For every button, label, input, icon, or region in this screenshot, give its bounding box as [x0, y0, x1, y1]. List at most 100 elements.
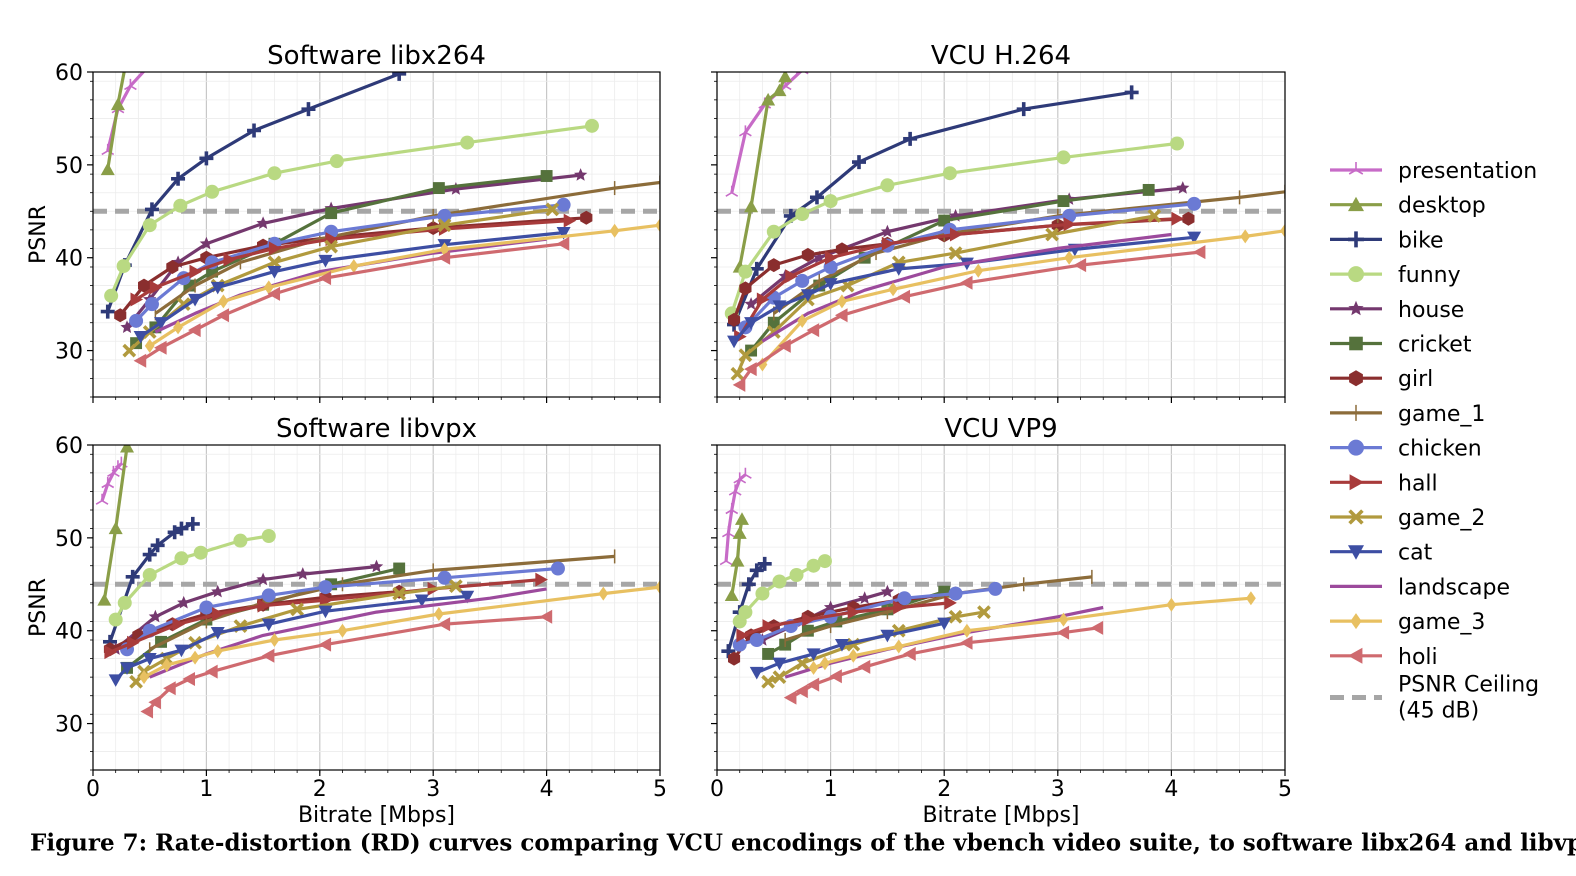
data-point-funny: [584, 118, 599, 133]
y-tick-label: 40: [55, 247, 83, 272]
data-point-hall: [563, 213, 577, 228]
y-tick-label: 30: [55, 713, 83, 738]
chart-panel-3: 0 1 2 3 4 5 30 40 50 60 Software libvpx PSNR Bitrate…: [26, 414, 667, 828]
data-point-hall: [736, 628, 749, 643]
series-cat: [108, 590, 475, 687]
series-line-game_3: [148, 223, 660, 348]
data-point-funny: [267, 166, 282, 181]
data-point-house: [369, 559, 384, 573]
data-point-presentation: [124, 78, 137, 91]
series-bike: [727, 85, 1139, 332]
x-tick-label: 4: [1164, 777, 1178, 802]
legend-label: house: [1398, 298, 1464, 323]
x-tick-label: 1: [199, 777, 213, 802]
data-point-bike: [809, 190, 824, 205]
data-point-cat: [772, 657, 787, 671]
legend-marker-bike: [1348, 231, 1364, 248]
data-point-game_3: [263, 280, 274, 295]
x-tick-label: 2: [937, 777, 951, 802]
series-presentation: [725, 72, 809, 197]
figure-caption: Figure 7: Rate-distortion (RD) curves co…: [30, 828, 1576, 857]
data-point-hall: [756, 292, 770, 307]
data-point-funny: [942, 166, 957, 181]
data-point-cricket: [762, 647, 775, 660]
legend-label: PSNR Ceiling: [1398, 673, 1539, 698]
series-line-presentation: [724, 473, 747, 562]
data-point-funny: [1170, 136, 1185, 151]
data-point-holi: [1090, 620, 1104, 635]
data-point-holi: [318, 637, 332, 652]
data-point-bike: [247, 123, 262, 138]
data-point-bike: [903, 131, 918, 146]
data-point-cat: [823, 278, 838, 291]
x-tick-label: 5: [653, 777, 667, 802]
data-point-presentation: [719, 554, 733, 566]
legend-label: game_1: [1398, 402, 1485, 427]
x-tick-label: 1: [824, 777, 838, 802]
data-point-game_3: [1058, 612, 1069, 627]
legend-label: (45 dB): [1398, 699, 1479, 724]
data-point-game_3: [888, 282, 898, 297]
legend-item-girl: girl: [1330, 367, 1433, 392]
data-point-cricket: [1057, 195, 1070, 208]
data-point-hall: [802, 612, 815, 627]
data-point-desktop: [761, 92, 776, 106]
data-point-girl: [580, 210, 593, 225]
legend-marker-game_2: [1348, 509, 1364, 525]
data-point-funny: [173, 198, 188, 213]
data-point-chicken: [732, 637, 747, 652]
data-point-presentation: [95, 493, 109, 505]
data-point-chicken: [261, 588, 276, 603]
data-point-game_3: [139, 670, 149, 685]
legend-marker-chicken: [1348, 439, 1364, 456]
x-tick-label: 3: [426, 777, 440, 802]
data-point-desktop: [778, 72, 793, 83]
data-point-hall: [1171, 211, 1185, 226]
series-line-presentation: [100, 462, 123, 502]
data-point-chicken: [749, 633, 764, 647]
data-point-presentation: [725, 503, 739, 515]
series-group: [719, 467, 1256, 705]
data-point-game_3: [218, 294, 229, 309]
data-point-holi: [261, 648, 275, 663]
data-point-bike: [1016, 102, 1031, 117]
chart-panel-2: VCU H.264: [711, 41, 1286, 403]
data-point-funny: [817, 554, 832, 569]
data-point-cat: [891, 263, 906, 276]
data-point-hall: [149, 280, 163, 295]
series-funny: [732, 554, 832, 629]
x-tick-label: 2: [313, 777, 327, 802]
data-point-hall: [212, 607, 225, 621]
data-point-holi: [539, 609, 553, 624]
data-point-girl: [728, 312, 741, 327]
data-point-bike: [749, 261, 764, 276]
series-desktop: [724, 512, 749, 602]
data-point-house: [744, 297, 758, 310]
data-point-cat: [261, 618, 276, 632]
series-presentation: [95, 456, 128, 505]
data-point-chicken: [199, 600, 214, 615]
series-line-game_1: [784, 575, 1093, 642]
legend-marker-cricket: [1349, 336, 1363, 351]
data-point-cat: [133, 331, 148, 344]
data-point-game_2: [772, 670, 787, 685]
series-line-desktop: [106, 72, 126, 170]
legend-item-game_1: game_1: [1330, 402, 1485, 427]
data-point-hall: [825, 250, 838, 265]
data-point-funny: [116, 259, 131, 274]
data-point-funny: [806, 558, 821, 573]
data-point-funny: [789, 568, 804, 582]
data-point-hall: [268, 241, 282, 256]
data-point-funny: [772, 574, 787, 589]
series-line-desktop: [730, 519, 744, 596]
data-point-holi: [795, 684, 808, 699]
series-line-cat: [756, 621, 945, 674]
data-point-chicken: [550, 561, 565, 576]
data-point-house: [1176, 181, 1190, 194]
data-point-game_3: [837, 294, 847, 309]
data-point-desktop: [120, 445, 135, 453]
data-point-holi: [778, 338, 791, 353]
legend-label: hall: [1398, 471, 1438, 496]
legend-marker-girl: [1349, 370, 1363, 387]
data-point-chicken: [144, 297, 159, 312]
